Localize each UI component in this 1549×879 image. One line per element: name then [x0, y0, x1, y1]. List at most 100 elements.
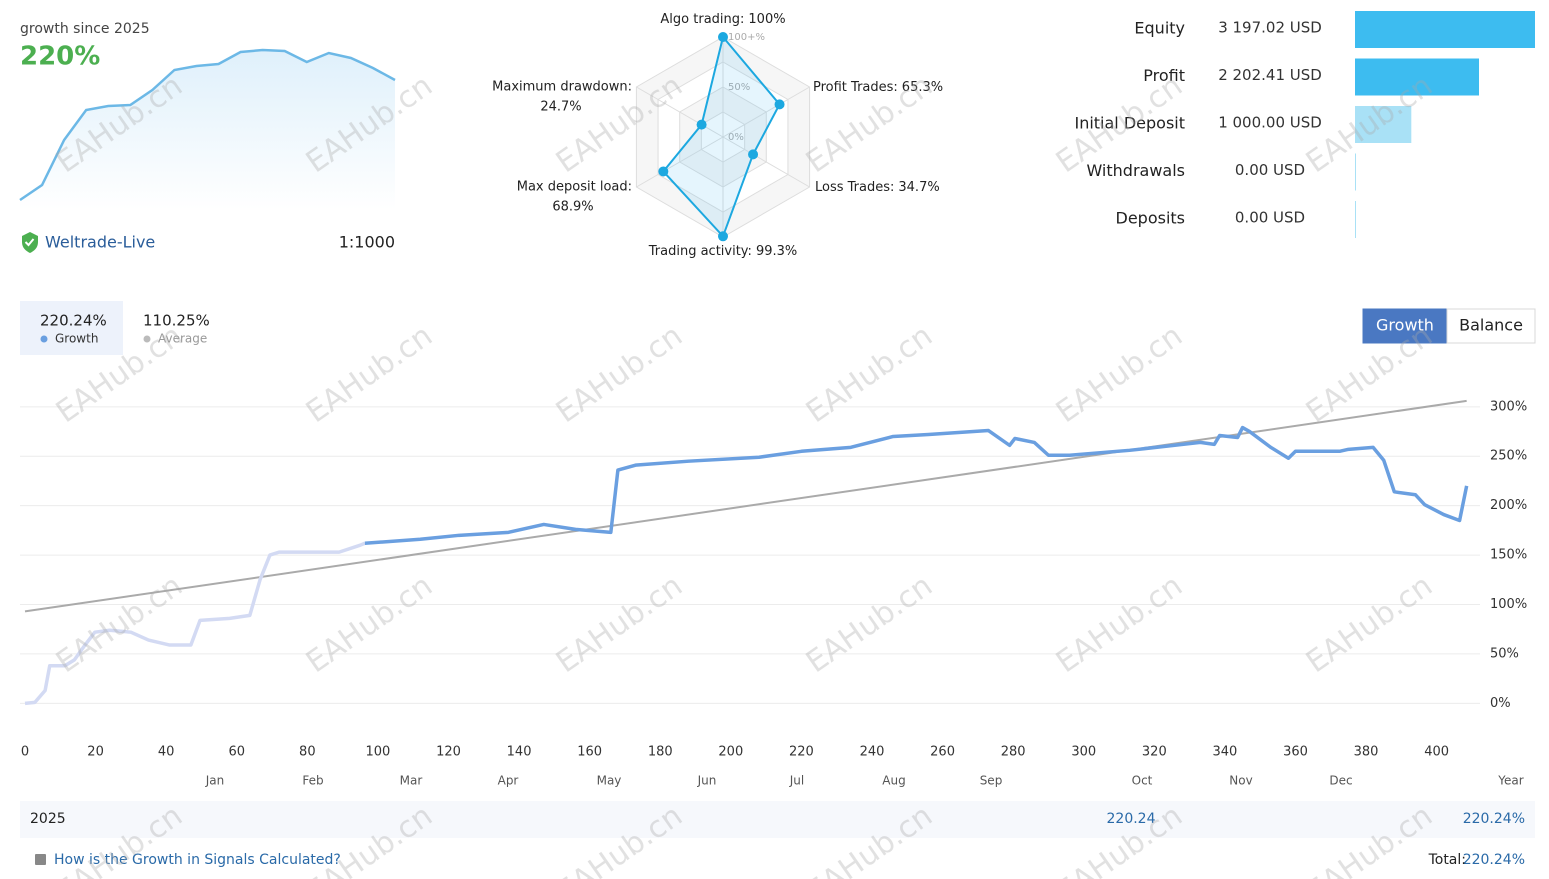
watermark: EAHub.cn — [800, 318, 939, 430]
y-tick-label: 100% — [1490, 597, 1527, 612]
legend-value: 220.24% — [40, 312, 107, 330]
legend-active-bg — [20, 301, 123, 355]
year: 2025 — [30, 811, 66, 827]
month-label: Oct — [1132, 774, 1153, 788]
period-label: Year — [1497, 774, 1523, 788]
radar-spoke — [722, 136, 810, 188]
month-label: Mar — [400, 774, 423, 788]
leverage: 1:1000 — [339, 233, 395, 252]
radar-axis-name: Profit Trades: — [813, 80, 898, 95]
y-tick-label: 150% — [1490, 548, 1527, 563]
month-label: Jun — [697, 774, 717, 788]
watermark: EAHub.cn — [50, 568, 189, 680]
radar-point — [718, 32, 728, 42]
x-tick-label: 180 — [648, 745, 673, 760]
watermark: EAHub.cn — [300, 568, 439, 680]
x-tick-label: 120 — [436, 745, 461, 760]
radar-label: Profit Trades: 65.3% — [813, 80, 943, 95]
radar-point — [658, 166, 669, 177]
watermark: EAHub.cn — [1300, 568, 1439, 680]
month-label: May — [597, 774, 622, 788]
radar-axis-value: 68.9% — [552, 200, 593, 215]
year-total: 220.24% — [1463, 811, 1525, 827]
month-label: Jan — [205, 774, 225, 788]
legend-name[interactable]: Average — [158, 332, 207, 346]
radar-point — [696, 119, 707, 130]
radar-axis-value: 99.3% — [756, 244, 797, 259]
x-tick-label: 400 — [1424, 745, 1449, 760]
radar-axis-value: 34.7% — [898, 180, 939, 195]
x-tick-label: 240 — [860, 745, 885, 760]
balance-bar — [1355, 58, 1480, 96]
year-value: 220.24 — [1107, 811, 1156, 827]
tab-button[interactable] — [1446, 308, 1536, 344]
x-tick-label: 320 — [1142, 745, 1167, 760]
radar-axis-value: 100% — [748, 12, 785, 27]
balance-value: 0.00 USD — [1235, 209, 1305, 227]
y-tick-label: 250% — [1490, 449, 1527, 464]
balance-value: 2 202.41 USD — [1218, 66, 1322, 84]
balance-label: Initial Deposit — [1074, 114, 1185, 133]
x-tick-label: 60 — [228, 745, 245, 760]
broker[interactable]: Weltrade-Live — [45, 233, 155, 252]
x-tick-label: 260 — [930, 745, 955, 760]
radar-axis-value: 24.7% — [540, 100, 581, 115]
balance-bar — [1355, 201, 1356, 238]
summary-label: growth since 2025 — [20, 21, 150, 37]
balance-label: Deposits — [1116, 209, 1186, 228]
total-value: 220.24% — [1463, 852, 1525, 868]
x-tick-label: 20 — [87, 745, 104, 760]
radar-label: Algo trading: 100% — [660, 12, 785, 27]
balance-label: Withdrawals — [1086, 161, 1185, 180]
x-tick-label: 360 — [1283, 745, 1308, 760]
radar-point — [774, 99, 785, 110]
month-label: Sep — [980, 774, 1003, 788]
radar-point — [748, 149, 759, 160]
balance-value: 0.00 USD — [1235, 161, 1305, 179]
legend-dot[interactable] — [40, 335, 48, 343]
x-tick-label: 0 — [21, 745, 29, 760]
balance-value: 3 197.02 USD — [1218, 19, 1322, 37]
balance-label: Profit — [1143, 66, 1185, 85]
year-row — [20, 801, 1535, 838]
x-tick-label: 340 — [1212, 745, 1237, 760]
month-label: Aug — [882, 774, 905, 788]
watermark: EAHub.cn — [550, 568, 689, 680]
radar-label: Loss Trades: 34.7% — [815, 180, 940, 195]
help-link[interactable]: How is the Growth in Signals Calculated? — [54, 852, 341, 868]
watermark: EAHub.cn — [1050, 318, 1189, 430]
radar-spoke — [636, 136, 724, 188]
tab-button[interactable] — [1362, 308, 1448, 344]
x-tick-label: 140 — [507, 745, 532, 760]
radar-axis-name: Maximum drawdown: — [492, 80, 632, 95]
x-tick-label: 100 — [365, 745, 390, 760]
month-label: Dec — [1329, 774, 1352, 788]
tab-button-label[interactable]: Growth — [1376, 316, 1434, 335]
month-label: Feb — [302, 774, 323, 788]
summary-value: 220% — [20, 42, 100, 72]
month-label: Nov — [1229, 774, 1252, 788]
help-icon — [35, 854, 46, 865]
balance-value: 1 000.00 USD — [1218, 114, 1322, 132]
check — [24, 238, 35, 247]
month-label: Jul — [789, 774, 804, 788]
legend-dot[interactable] — [143, 335, 151, 343]
radar-spoke — [722, 86, 810, 138]
y-tick-label: 300% — [1490, 399, 1527, 414]
sparkline — [19, 48, 396, 202]
x-tick-label: 380 — [1354, 745, 1379, 760]
y-tick-label: 50% — [1490, 646, 1519, 661]
growth-line — [364, 425, 1469, 545]
watermark: EAHub.cn — [800, 568, 939, 680]
x-tick-label: 40 — [158, 745, 175, 760]
legend-name[interactable]: Growth — [55, 332, 98, 346]
balance-bar — [1355, 106, 1412, 143]
radar-spoke — [636, 86, 724, 138]
radar-axis-name: Loss Trades: — [815, 180, 894, 195]
tab-button-label[interactable]: Balance — [1459, 316, 1523, 335]
legend-value: 110.25% — [143, 312, 210, 330]
y-tick-label: 200% — [1490, 498, 1527, 513]
y-tick-label: 0% — [1490, 696, 1511, 711]
radar-point — [718, 231, 728, 242]
watermark: EAHub.cn — [550, 318, 689, 430]
